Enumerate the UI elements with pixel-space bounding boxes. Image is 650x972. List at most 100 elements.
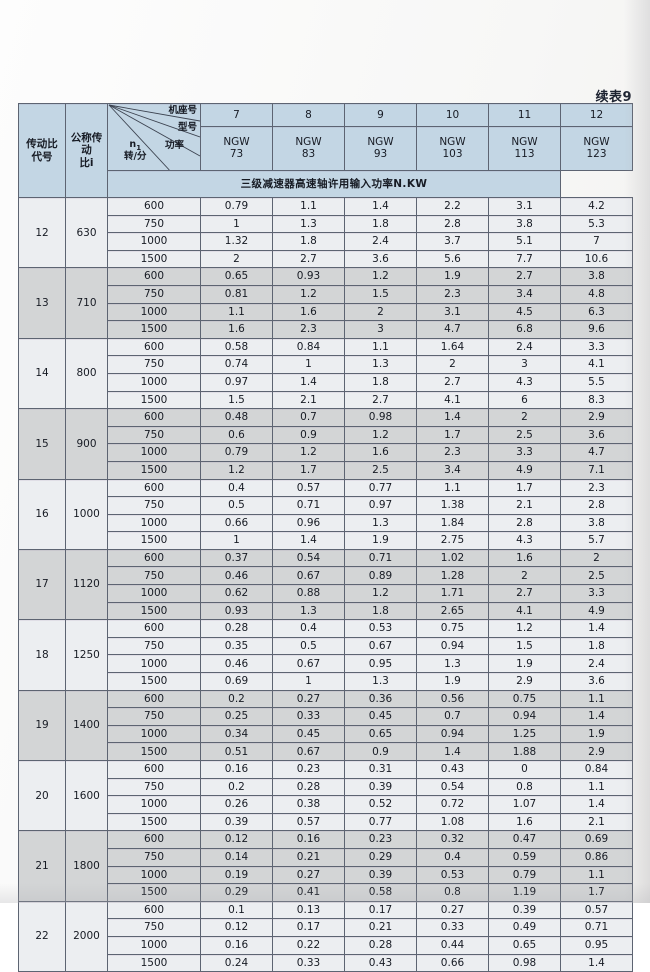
power-value-n8: 0.96 [272, 513, 345, 533]
power-value-n8: 1.4 [272, 531, 345, 550]
power-value-n10: 1.1 [416, 478, 489, 498]
header-frame-no-11: 11 [488, 103, 561, 127]
power-value-n11: 3 [488, 355, 561, 374]
header-frame-no-10: 10 [416, 103, 489, 127]
power-value-n10: 0.66 [416, 953, 489, 972]
rpm-value: 1000 [107, 584, 201, 603]
power-value-n7: 0.65 [200, 267, 273, 286]
power-value-n12: 3.6 [560, 672, 633, 691]
power-value-n9: 2.5 [344, 460, 417, 480]
power-value-n12: 2.1 [560, 812, 633, 832]
power-value-n10: 0.94 [416, 724, 489, 744]
table-row: 750 0.14 0.21 0.29 0.4 0.59 0.86 [19, 847, 633, 867]
power-value-n7: 1.6 [200, 320, 273, 339]
power-value-n8: 2.3 [272, 320, 345, 339]
power-value-n11: 4.9 [488, 460, 561, 480]
power-value-n7: 0.16 [200, 935, 273, 955]
power-value-n7: 0.93 [200, 601, 273, 621]
power-value-n7: 0.2 [200, 777, 273, 797]
power-value-n8: 0.9 [272, 425, 345, 445]
rpm-value: 1500 [107, 320, 201, 339]
power-value-n7: 1 [200, 531, 273, 550]
header-model-103: NGW 103 [416, 125, 489, 172]
table-row: 750 0.25 0.33 0.45 0.7 0.94 1.4 [19, 707, 633, 726]
power-value-n12: 2 [560, 548, 633, 568]
power-value-n12: 3.3 [560, 337, 633, 357]
power-value-n9: 0.17 [344, 900, 417, 920]
power-value-n10: 0.44 [416, 935, 489, 955]
table-row: 1500 0.51 0.67 0.9 1.4 1.88 2.9 [19, 742, 633, 761]
power-value-n12: 5.5 [560, 372, 633, 392]
power-value-n7: 1.1 [200, 302, 273, 322]
power-value-n11: 0.79 [488, 865, 561, 885]
table-row: 15 900 600 0.48 0.7 0.98 1.4 2 2.9 [18, 408, 633, 480]
rpm-value: 1500 [107, 742, 201, 761]
power-value-n7: 2 [200, 249, 273, 269]
power-value-n11: 0.47 [488, 830, 561, 849]
power-value-n12: 0.95 [560, 935, 633, 955]
power-value-n9: 0.67 [344, 636, 417, 656]
power-value-n7: 0.12 [200, 830, 273, 849]
power-value-n7: 1 [200, 214, 273, 234]
rpm-value: 1500 [107, 531, 201, 550]
power-value-n8: 0.4 [272, 619, 345, 638]
power-value-n9: 0.65 [344, 724, 417, 744]
power-value-n12: 1.4 [560, 707, 633, 726]
rpm-value: 600 [107, 689, 201, 709]
power-value-n9: 2.4 [344, 232, 417, 251]
power-value-n8: 0.27 [272, 689, 345, 709]
power-value-n10: 0.94 [416, 636, 489, 656]
power-value-n8: 1.6 [272, 302, 345, 322]
power-value-n8: 0.57 [272, 478, 345, 498]
rpm-value: 600 [107, 267, 201, 286]
power-value-n9: 0.29 [344, 847, 417, 867]
power-value-n12: 0.86 [560, 847, 633, 867]
power-value-n11: 3.1 [488, 197, 561, 216]
table-row: 750 0.2 0.28 0.39 0.54 0.8 1.1 [19, 777, 633, 797]
rpm-value: 1000 [107, 654, 201, 674]
power-value-n9: 3 [344, 320, 417, 339]
rpm-value: 1500 [107, 601, 201, 621]
power-value-n11: 0.49 [488, 918, 561, 937]
ratio-code-21: 21 [18, 830, 66, 902]
power-value-n10: 0.53 [416, 865, 489, 885]
power-rating-table: 传动比 代号 公称传动 比i 机座号 型号 功率 n1 转/分 7 8 9 10 11 12 NGW 73 NGW… [18, 103, 633, 972]
nominal-ratio-1120: 1120 [65, 548, 108, 621]
nominal-ratio-1250: 1250 [65, 619, 108, 691]
power-value-n9: 0.39 [344, 777, 417, 797]
power-value-n8: 1.2 [272, 284, 345, 304]
power-value-n7: 0.4 [200, 478, 273, 498]
power-value-n12: 4.8 [560, 284, 633, 304]
table-row: 21 1800 600 0.12 0.16 0.23 0.32 0.47 0.69 [18, 830, 633, 902]
rpm-value: 750 [107, 707, 201, 726]
power-value-n9: 1.9 [344, 531, 417, 550]
ratio-code-17: 17 [18, 548, 66, 621]
power-value-n12: 9.6 [560, 320, 633, 339]
power-value-n11: 0 [488, 760, 561, 779]
power-value-n11: 2.8 [488, 513, 561, 533]
header-model-123: NGW 123 [560, 125, 633, 172]
power-value-n12: 0.71 [560, 918, 633, 937]
rpm-value: 600 [107, 900, 201, 920]
header-ratio-code-l1: 传动比 [26, 138, 58, 151]
power-value-n9: 1.4 [344, 197, 417, 216]
power-value-n10: 2.3 [416, 284, 489, 304]
power-value-n12: 2.9 [560, 408, 633, 427]
power-value-n11: 6 [488, 390, 561, 410]
header-row-model: NGW 73 NGW 83 NGW 93 NGW 103 NGW 113 NGW 123 [19, 125, 633, 172]
power-value-n7: 0.46 [200, 654, 273, 674]
power-value-n11: 4.5 [488, 302, 561, 322]
power-value-n7: 0.81 [200, 284, 273, 304]
power-value-n12: 4.2 [560, 197, 633, 216]
power-value-n8: 1.1 [272, 197, 345, 216]
header-model-113: NGW 113 [488, 125, 561, 172]
table-row: 1500 0.24 0.33 0.43 0.66 0.98 1.4 [19, 953, 633, 972]
rpm-value: 1500 [107, 672, 201, 691]
power-value-n8: 1.8 [272, 232, 345, 251]
header-nominal-ratio-l2: 比i [79, 156, 94, 169]
rpm-value: 1000 [107, 865, 201, 885]
header-label-power: 功率 [164, 140, 184, 151]
ratio-code-20: 20 [18, 759, 66, 832]
power-value-n9: 0.71 [344, 548, 417, 568]
power-value-n11: 1.2 [488, 619, 561, 638]
